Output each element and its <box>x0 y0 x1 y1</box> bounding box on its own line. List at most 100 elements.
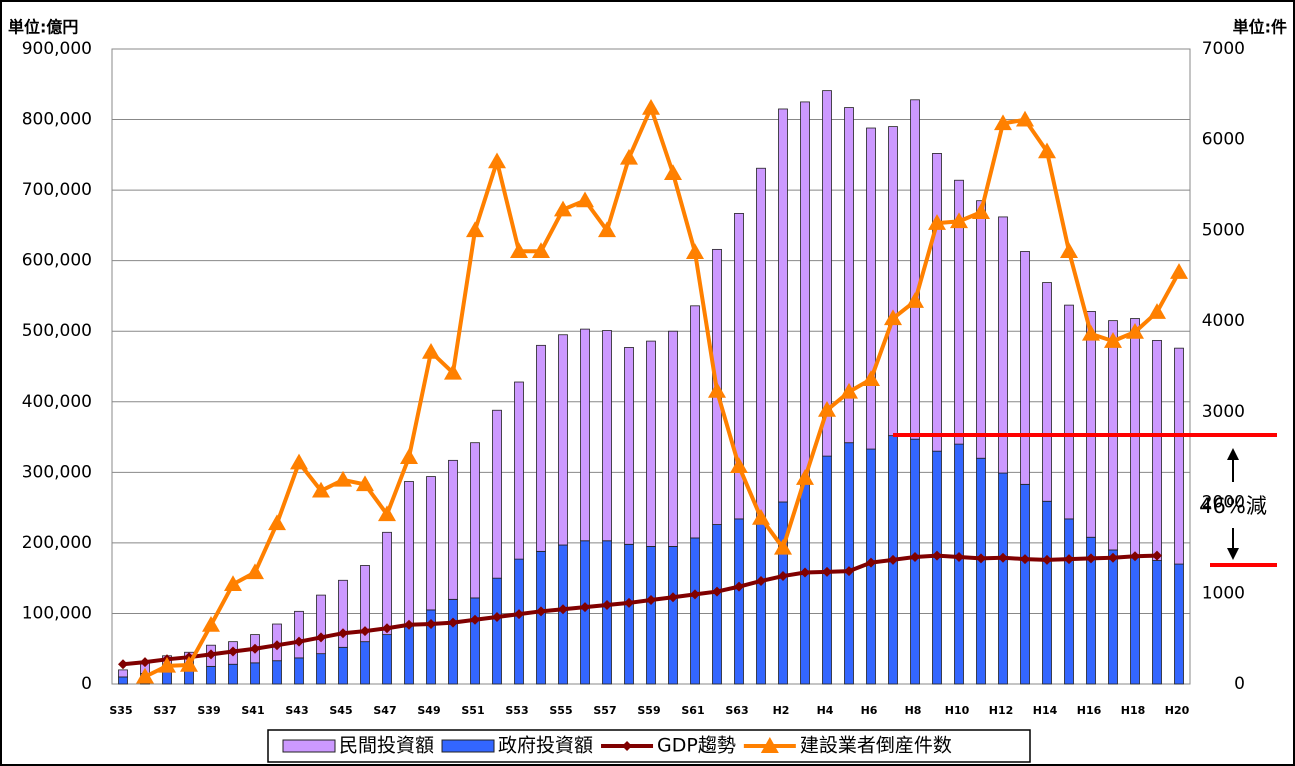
bar <box>382 531 392 636</box>
annotation: 46%減 <box>1199 494 1267 518</box>
line-marker <box>1020 554 1030 565</box>
line-marker <box>268 514 286 531</box>
bar <box>426 476 436 611</box>
bar <box>976 200 986 459</box>
bar <box>690 305 700 539</box>
line-marker <box>118 659 128 670</box>
y-tick-label: 0 <box>81 674 92 694</box>
x-tick-label: H18 <box>1121 704 1146 717</box>
legend-label: GDP趨勢 <box>657 735 736 757</box>
y-tick-label: 300,000 <box>22 462 92 482</box>
bar <box>800 482 810 685</box>
bar <box>536 344 546 552</box>
line-marker <box>558 604 568 615</box>
bar <box>976 457 986 685</box>
line-marker <box>1152 550 1162 561</box>
legend-label: 民間投資額 <box>339 735 434 757</box>
bar <box>1174 347 1184 565</box>
bar <box>646 340 656 547</box>
x-tick-label: S61 <box>681 704 704 717</box>
y-tick-label: 200,000 <box>22 533 92 553</box>
bar <box>448 598 458 685</box>
line-marker <box>954 552 964 562</box>
bar <box>1064 304 1074 520</box>
line-marker <box>224 575 242 591</box>
bar <box>734 212 744 520</box>
bar <box>1130 318 1140 558</box>
bar <box>1130 556 1140 685</box>
arrow-head <box>1227 448 1239 460</box>
bar <box>338 646 348 685</box>
line-marker <box>800 567 810 578</box>
line-marker <box>1108 552 1118 563</box>
bar <box>470 442 480 599</box>
bar <box>756 522 766 685</box>
line-marker <box>932 550 942 561</box>
bar <box>206 665 216 685</box>
bar <box>404 481 414 627</box>
bar <box>668 546 678 685</box>
line-marker <box>1148 303 1166 319</box>
y-tick-label: 700,000 <box>22 180 92 200</box>
bar <box>668 330 678 547</box>
line-marker <box>536 606 546 617</box>
bar <box>360 565 370 643</box>
line-marker <box>272 640 282 651</box>
x-tick-label: S59 <box>637 704 660 717</box>
line-marker <box>778 571 788 582</box>
line-marker <box>576 191 594 208</box>
line-marker <box>448 617 458 628</box>
line-marker <box>580 602 590 613</box>
line-marker <box>668 592 678 603</box>
line-marker <box>840 382 858 399</box>
line-marker <box>206 649 216 660</box>
line-marker <box>1082 324 1100 341</box>
x-tick-label: H2 <box>773 704 790 717</box>
y2-tick-label: 0 <box>1234 674 1245 694</box>
plot-area: 0 100,000 200,000 300,000 400,000 500,000 600,… <box>22 39 1245 717</box>
bar <box>954 443 964 685</box>
line-marker <box>928 214 946 230</box>
line-marker <box>730 457 748 474</box>
bar <box>822 90 832 457</box>
line-marker <box>972 203 990 220</box>
x-tick-label: S49 <box>417 704 440 717</box>
bar <box>624 543 634 685</box>
line-marker <box>466 221 484 238</box>
line-marker <box>492 611 502 622</box>
line-marker <box>994 114 1012 131</box>
line-marker <box>1104 332 1122 348</box>
bar <box>316 594 326 655</box>
bar <box>910 99 920 440</box>
line-marker <box>1170 263 1188 279</box>
line-marker <box>246 563 264 580</box>
x-tick-label: S39 <box>197 704 220 717</box>
x-tick-label: H16 <box>1077 704 1102 717</box>
bar <box>756 167 766 524</box>
y2-tick-label: 5000 <box>1202 220 1245 240</box>
line-marker <box>690 589 700 600</box>
bar <box>492 577 502 685</box>
line-marker <box>426 619 436 630</box>
line-marker <box>976 553 986 564</box>
bar <box>998 216 1008 474</box>
x-tick-label: S43 <box>285 704 308 717</box>
y2-tick-label: 3000 <box>1202 402 1245 422</box>
y-tick-label: 800,000 <box>22 110 92 130</box>
line-marker <box>228 646 238 657</box>
line-marker <box>444 363 462 380</box>
x-tick-label: S51 <box>461 704 484 717</box>
bar <box>998 472 1008 685</box>
line-marker <box>488 152 506 169</box>
bar <box>624 347 634 545</box>
y-tick-label: 100,000 <box>22 603 92 623</box>
bar <box>250 662 260 685</box>
bar <box>778 501 788 685</box>
y-axis-unit: 単位:億円 <box>8 18 78 37</box>
bar <box>1020 483 1030 685</box>
line-marker <box>404 619 414 630</box>
line-marker <box>646 595 656 606</box>
y-tick-label: 500,000 <box>22 321 92 341</box>
line-marker <box>822 566 832 577</box>
